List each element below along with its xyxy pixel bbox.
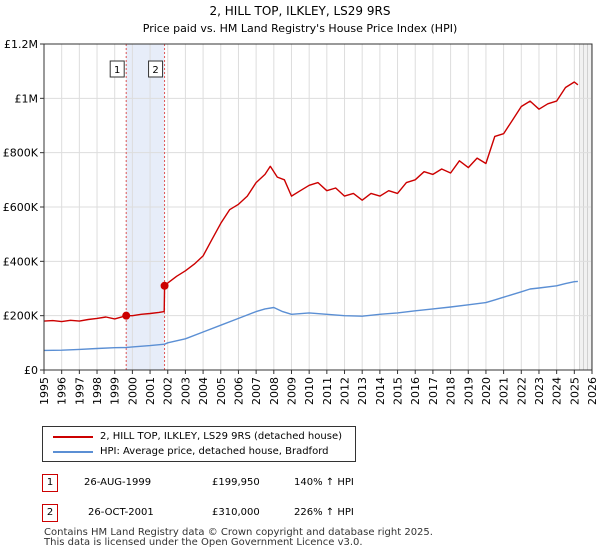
x-tick-label: 2023 [533, 377, 546, 405]
x-tick-label: 2025 [568, 377, 581, 405]
x-tick-label: 2017 [427, 377, 440, 405]
transaction-marker: 2 [42, 504, 58, 522]
sale-point [160, 281, 169, 290]
x-tick-label: 2024 [551, 377, 564, 405]
series-line [43, 81, 579, 323]
transaction-price: £199,950 [212, 477, 260, 488]
x-tick-label: 2015 [392, 377, 405, 405]
transaction-hpi-change: 226% ↑ HPI [294, 507, 354, 518]
sale-label-text: 1 [114, 65, 120, 76]
x-tick-label: 2016 [409, 377, 422, 405]
transaction-date: 26-OCT-2001 [88, 507, 154, 518]
legend-swatch-hpi [53, 451, 93, 453]
y-tick-label: £1M [15, 92, 39, 105]
transaction-marker: 1 [42, 474, 58, 492]
sale-point [122, 311, 131, 320]
x-tick-label: 1996 [56, 377, 69, 405]
x-tick-label: 2003 [179, 377, 192, 405]
y-tick-label: £800K [3, 147, 39, 160]
x-tick-label: 2026 [586, 377, 599, 405]
x-tick-label: 1999 [109, 377, 122, 405]
x-tick-label: 2002 [162, 377, 175, 405]
chart-title: 2, HILL TOP, ILKLEY, LS29 9RS [210, 4, 391, 18]
chart-legend: 2, HILL TOP, ILKLEY, LS29 9RS (detached … [42, 426, 356, 462]
y-tick-label: £600K [3, 201, 39, 214]
price-chart: 2, HILL TOP, ILKLEY, LS29 9RS Price paid… [3, 4, 599, 405]
x-tick-label: 2019 [462, 377, 475, 405]
x-tick-label: 2011 [321, 377, 334, 405]
x-tick-label: 2006 [232, 377, 245, 405]
y-tick-label: £0 [24, 364, 38, 377]
sale-label-box [148, 60, 164, 78]
legend-swatch-property [53, 436, 93, 438]
x-tick-label: 1995 [38, 377, 51, 405]
plot-frame [43, 43, 593, 371]
x-tick-label: 2000 [126, 377, 139, 405]
footer-attribution: Contains HM Land Registry data © Crown c… [44, 528, 433, 548]
x-tick-label: 1997 [73, 377, 86, 405]
x-tick-label: 2012 [339, 377, 352, 405]
y-tick-label: £400K [3, 255, 39, 268]
footer-line-licence: This data is licensed under the Open Gov… [44, 537, 363, 548]
x-tick-label: 2021 [498, 377, 511, 405]
sale-label-text: 2 [152, 65, 158, 76]
x-tick-label: 2022 [515, 377, 528, 405]
x-tick-label: 1998 [91, 377, 104, 405]
x-tick-label: 2008 [268, 377, 281, 405]
chart-subtitle: Price paid vs. HM Land Registry's House … [143, 22, 458, 35]
transaction-price: £310,000 [212, 507, 260, 518]
y-tick-label: £200K [3, 310, 39, 323]
y-tick-label: £1.2M [4, 38, 38, 51]
footer-line-copyright: Contains HM Land Registry data © Crown c… [44, 527, 433, 538]
transaction-date: 26-AUG-1999 [84, 477, 152, 488]
x-tick-label: 2009 [285, 377, 298, 405]
x-tick-label: 2020 [480, 377, 493, 405]
x-tick-label: 2010 [303, 377, 316, 405]
legend-label-property: 2, HILL TOP, ILKLEY, LS29 9RS (detached … [100, 431, 342, 442]
x-tick-label: 2007 [250, 377, 263, 405]
x-tick-label: 2005 [215, 377, 228, 405]
x-tick-label: 2013 [356, 377, 369, 405]
legend-label-hpi: HPI: Average price, detached house, Brad… [100, 446, 329, 457]
x-tick-label: 2014 [374, 377, 387, 405]
x-tick-label: 2018 [445, 377, 458, 405]
transaction-hpi-change: 140% ↑ HPI [294, 477, 354, 488]
series-line [43, 280, 578, 352]
x-tick-label: 2001 [144, 377, 157, 405]
x-tick-label: 2004 [197, 377, 210, 405]
sale-label-box [109, 60, 125, 78]
